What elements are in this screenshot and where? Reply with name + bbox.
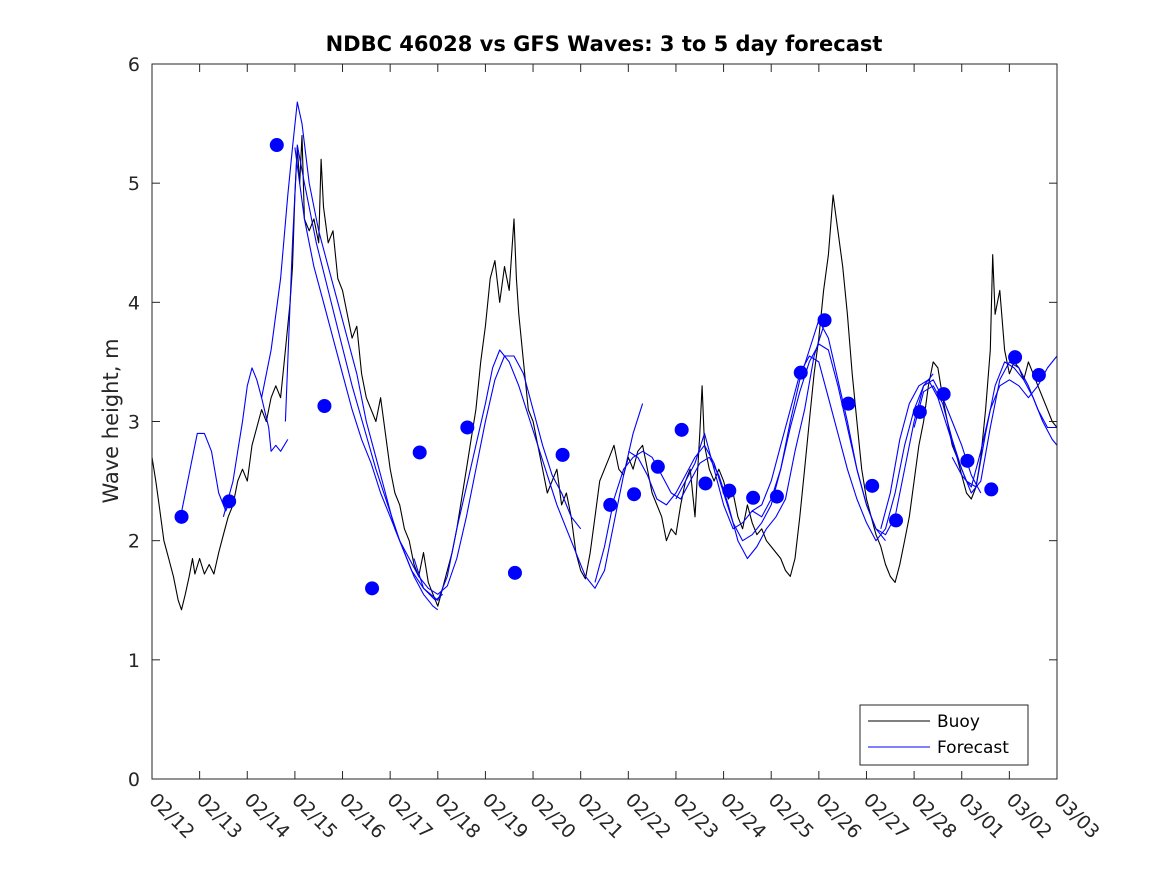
legend: Buoy Forecast (859, 704, 1029, 766)
forecast-marker-23 (912, 404, 927, 419)
forecast-marker-16 (746, 490, 761, 505)
forecast-marker-8 (507, 565, 522, 580)
forecast-marker-20 (841, 396, 856, 411)
series-line-forecast-run-7 (594, 326, 825, 583)
y-tick-label: 5 (128, 173, 140, 195)
forecast-marker-28 (1031, 368, 1046, 383)
forecast-marker-1 (174, 509, 189, 524)
forecast-marker-26 (984, 482, 999, 497)
forecast-marker-25 (960, 453, 975, 468)
legend-forecast-label: Forecast (937, 738, 1009, 758)
series-line-forecast-run-4 (284, 144, 443, 601)
forecast-marker-19 (817, 313, 832, 328)
forecast-marker-18 (793, 365, 808, 380)
y-tick-label: 6 (128, 54, 140, 76)
y-tick-label: 1 (128, 650, 140, 672)
forecast-marker-27 (1008, 350, 1023, 365)
y-axis-label: Wave height, m (99, 338, 123, 503)
forecast-marker-12 (650, 459, 665, 474)
legend-buoy-label: Buoy (937, 712, 980, 732)
y-ticks: 0 1 2 3 4 5 6 (128, 54, 1057, 791)
forecast-marker-3 (269, 138, 284, 153)
forecast-marker-14 (698, 476, 713, 491)
forecast-marker-21 (865, 478, 880, 493)
forecast-marker-5 (365, 581, 380, 596)
forecast-marker-10 (603, 497, 618, 512)
series-line-forecast-run-1 (180, 432, 229, 517)
legend-box (859, 704, 1029, 766)
forecast-marker-11 (627, 487, 642, 502)
marker-layer (174, 138, 1046, 596)
forecast-marker-17 (769, 489, 784, 504)
forecast-marker-6 (412, 445, 427, 460)
forecast-marker-22 (889, 513, 904, 528)
series-line-forecast-run-6 (413, 349, 644, 601)
forecast-marker-4 (317, 399, 332, 414)
chart-title: NDBC 46028 vs GFS Waves: 3 to 5 day fore… (326, 32, 883, 56)
y-tick-label: 3 (128, 412, 140, 434)
y-tick-label: 4 (128, 292, 140, 314)
forecast-marker-13 (674, 422, 689, 437)
forecast-marker-24 (936, 387, 951, 402)
y-tick-label: 2 (128, 531, 140, 553)
y-tick-label: 0 (128, 769, 140, 791)
forecast-marker-2 (222, 494, 237, 509)
series-line-forecast-run-13 (951, 355, 1057, 488)
forecast-marker-9 (555, 447, 570, 462)
series-line-forecast-run-2 (222, 367, 289, 517)
forecast-marker-7 (460, 420, 475, 435)
series-line-forecast-run-5 (294, 147, 582, 595)
forecast-marker-15 (722, 483, 737, 498)
